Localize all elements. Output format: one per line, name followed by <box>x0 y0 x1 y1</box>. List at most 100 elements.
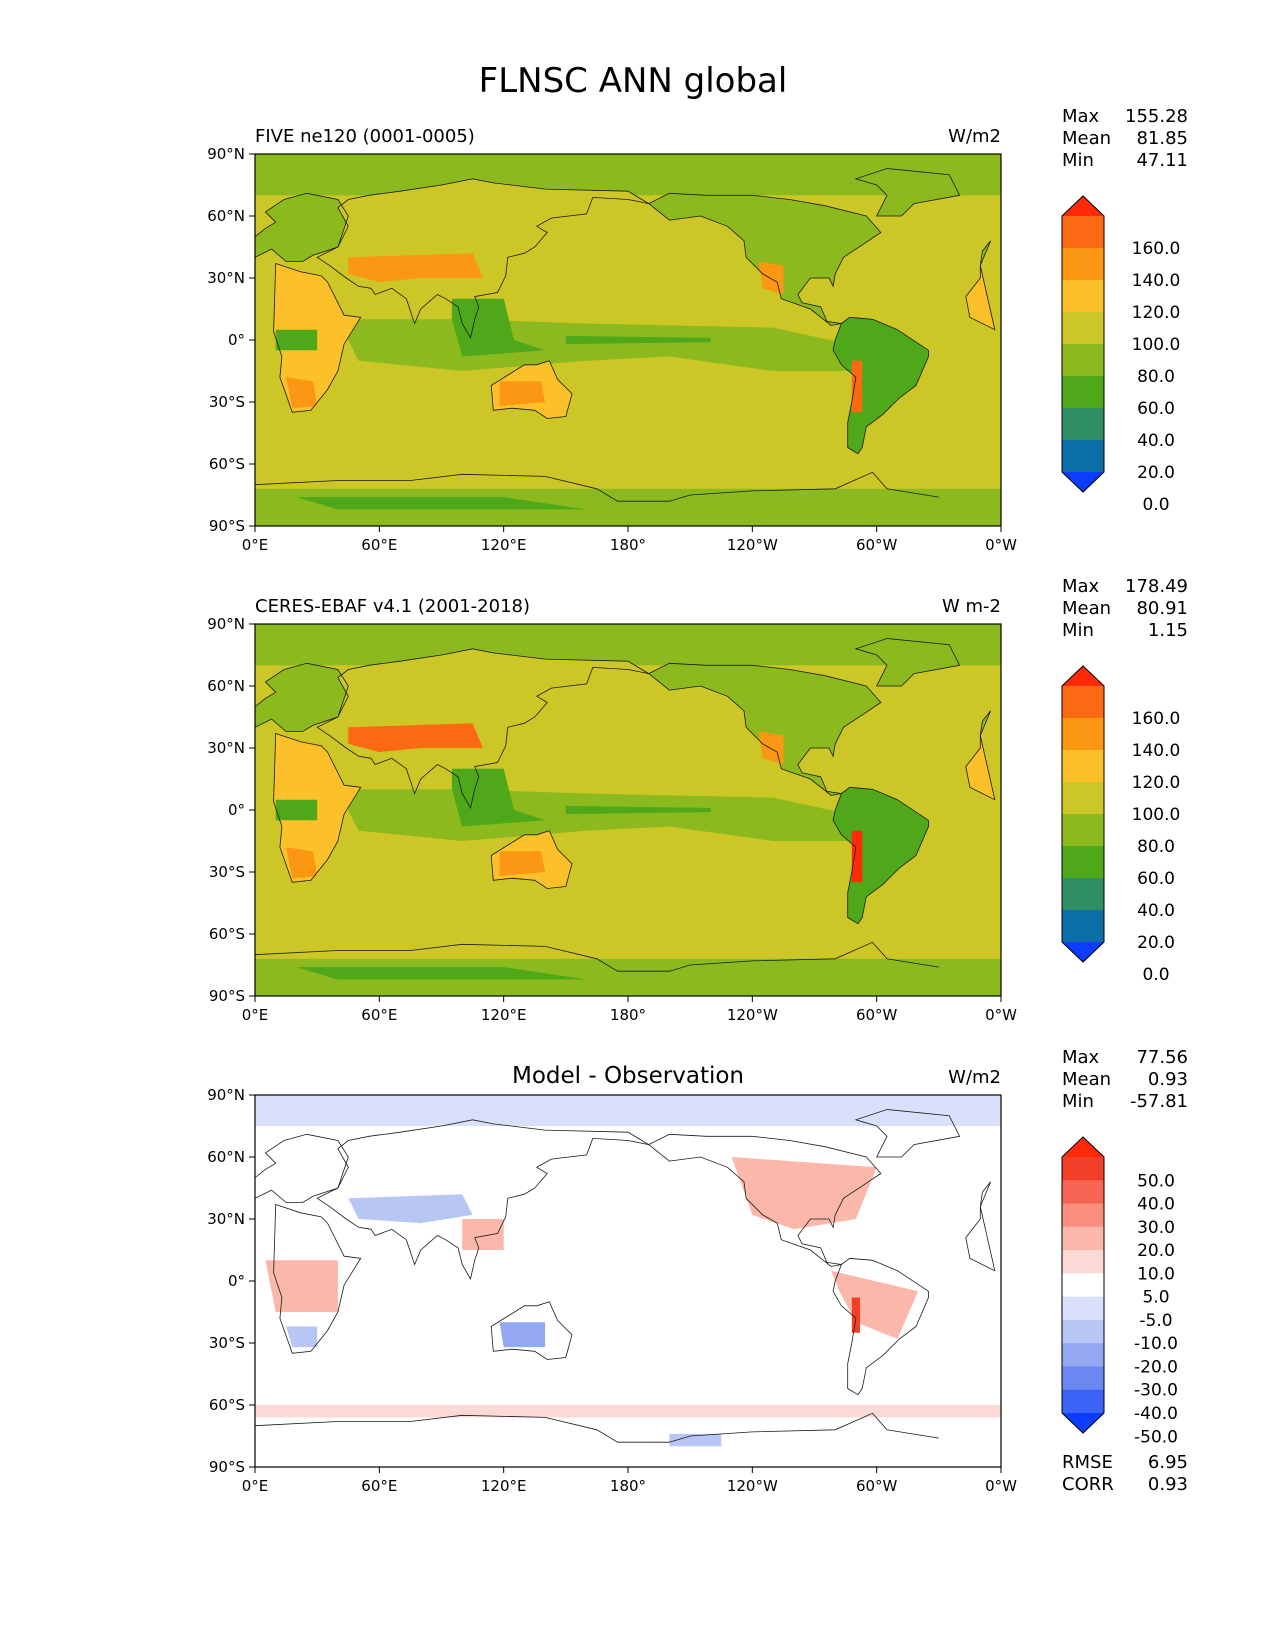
colorbar-tick-label: 0.0 <box>1142 495 1169 515</box>
stat-label-mean: Mean <box>1062 1069 1111 1090</box>
colorbar-segment <box>1062 312 1104 345</box>
colorbar-tick-label: 40.0 <box>1137 431 1175 451</box>
colorbar-segment <box>1062 1319 1104 1344</box>
field-congo <box>275 329 318 351</box>
colorbar-tick-label: 120.0 <box>1132 773 1181 793</box>
field-north-america <box>648 663 881 796</box>
x-tick-label: 180° <box>610 536 646 554</box>
coastline-namerica <box>647 1133 882 1267</box>
colorbar-segment <box>1062 344 1104 377</box>
coastline-greenland <box>854 168 961 217</box>
field-africa-positive <box>265 1260 338 1312</box>
colorbar-extend-max <box>1062 1137 1104 1157</box>
colorbar-segment <box>1062 1226 1104 1251</box>
panel-3: Model - Observation W/m2 0°E 60°E 120°E 180° 1… <box>207 1047 1188 1495</box>
panel-2: CERES-EBAF v4.1 (2001-2018) W m-2 0°E 60°E 1… <box>207 576 1188 1024</box>
coastline-africa <box>965 735 996 801</box>
x-tick-label: 60°E <box>361 536 397 554</box>
x-tick-label: 0°W <box>985 1477 1017 1495</box>
field-south-america-positive <box>831 1270 919 1339</box>
colorbar-outline <box>1061 665 1105 963</box>
colorbar-tick-label: 5.0 <box>1142 1288 1169 1308</box>
colorbar-segment <box>1062 686 1104 719</box>
field-asia <box>317 648 649 808</box>
coastline-namerica <box>647 192 882 326</box>
stat-value-max: 155.28 <box>1125 106 1188 127</box>
colorbar-segment <box>1062 1389 1104 1414</box>
field-china-positive <box>462 1219 504 1250</box>
colorbar-tick-label: 20.0 <box>1137 1241 1175 1261</box>
x-tick-label: 0°E <box>242 1477 269 1495</box>
metric-label-rmse: RMSE <box>1062 1452 1113 1473</box>
colorbar: 160.0 140.0 120.0 100.0 80.0 60.0 40.0 20.0 0.0 <box>1061 195 1181 515</box>
colorbar-tick-label: 100.0 <box>1132 335 1181 355</box>
field-greenland <box>855 168 960 216</box>
colorbar-segment <box>1062 248 1104 281</box>
colorbar-segment <box>1062 910 1104 943</box>
colorbar-tick-label: -5.0 <box>1139 1311 1172 1331</box>
field-maritime-continent <box>451 298 546 357</box>
y-tick-label: 60°S <box>209 455 245 473</box>
colorbar-tick-label: 20.0 <box>1137 463 1175 483</box>
stat-value-max: 77.56 <box>1136 1047 1188 1068</box>
field-asia <box>317 178 649 338</box>
field-australia-interior <box>499 381 546 407</box>
x-tick-label: 60°E <box>361 1477 397 1495</box>
colorbar-extend-min <box>1062 472 1104 492</box>
panel-title-left: FIVE ne120 (0001-0005) <box>255 126 475 147</box>
colorbar-tick-label: 10.0 <box>1137 1264 1175 1284</box>
y-tick-label: 60°N <box>207 1148 245 1166</box>
colorbar-tick-label: 120.0 <box>1132 303 1181 323</box>
colorbar-tick-label: -30.0 <box>1134 1381 1178 1401</box>
field-north-america-positive <box>731 1157 877 1230</box>
colorbar-segment <box>1062 1180 1104 1205</box>
x-tick-label: 0°W <box>985 536 1017 554</box>
colorbar-tick-label: 160.0 <box>1132 239 1181 259</box>
colorbar-segment <box>1062 782 1104 815</box>
coastline-antarctica <box>255 471 939 502</box>
colorbar-tick-label: 50.0 <box>1137 1171 1175 1191</box>
coastline-europe <box>255 1133 349 1203</box>
stat-label-mean: Mean <box>1062 598 1111 619</box>
figure-title: FLNSC ANN global <box>479 61 788 101</box>
colorbar-tick-label: 80.0 <box>1137 837 1175 857</box>
x-tick-label: 0°W <box>985 1006 1017 1024</box>
field-europe <box>255 663 349 732</box>
y-tick-label: 90°N <box>207 1086 245 1104</box>
map-field <box>255 1095 1001 1467</box>
colorbar-tick-label: 40.0 <box>1137 901 1175 921</box>
y-tick-label: 90°N <box>207 145 245 163</box>
colorbar-tick-label: -40.0 <box>1134 1404 1178 1424</box>
coastline-samerica <box>832 786 929 925</box>
x-tick-label: 60°W <box>856 1477 898 1495</box>
y-tick-label: 30°S <box>209 393 245 411</box>
panel-title-center: Model - Observation <box>512 1063 744 1089</box>
coastline-asia <box>316 178 649 339</box>
colorbar-segment <box>1062 1157 1104 1181</box>
colorbar-tick-label: 60.0 <box>1137 869 1175 889</box>
colorbar-tick-label: 160.0 <box>1132 709 1181 729</box>
colorbar-outline <box>1061 195 1105 493</box>
coastline-europe <box>979 710 991 736</box>
coastline-africa <box>273 732 362 883</box>
stat-value-mean: 80.91 <box>1136 598 1188 619</box>
coastline-asia <box>316 648 649 809</box>
stat-label-min: Min <box>1062 1091 1094 1112</box>
field-australia-interior <box>499 851 546 877</box>
field-itcz-strip <box>565 335 711 345</box>
field-itcz-strip <box>565 805 711 815</box>
field-africa <box>965 265 995 330</box>
coastline-australia <box>490 1301 573 1360</box>
coastline-africa <box>965 265 996 331</box>
colorbar-segment <box>1062 1296 1104 1321</box>
colorbar-segment <box>1062 376 1104 409</box>
y-tick-label: 30°N <box>207 1210 245 1228</box>
colorbar-segment <box>1062 1273 1104 1298</box>
metric-value-rmse: 6.95 <box>1148 1452 1188 1473</box>
field-arctic-negative <box>255 1095 1001 1126</box>
field-central-asia <box>348 253 483 283</box>
colorbar-segment <box>1062 750 1104 783</box>
x-tick-label: 60°W <box>856 1006 898 1024</box>
stat-label-mean: Mean <box>1062 128 1111 149</box>
